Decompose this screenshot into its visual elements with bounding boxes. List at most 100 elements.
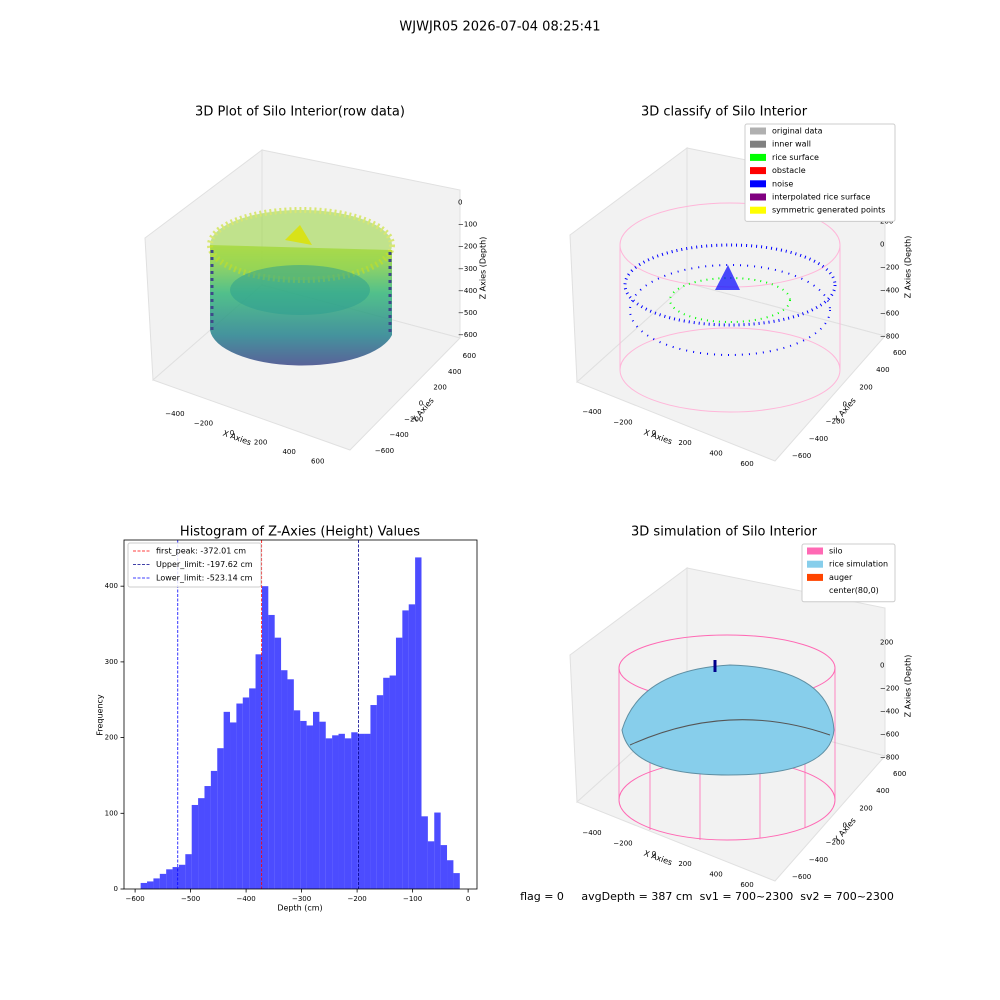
bar xyxy=(178,864,186,889)
x-tick-label: 200 xyxy=(678,439,691,447)
y-tick-label: 400 xyxy=(448,368,461,376)
y-tick-label: −400 xyxy=(390,431,409,439)
bar xyxy=(395,637,403,889)
x-tick-label: −200 xyxy=(347,895,366,903)
legend-label: silo xyxy=(829,547,843,556)
y-tick-label: 0 xyxy=(419,400,423,408)
x-tick-label: −400 xyxy=(236,895,255,903)
bar xyxy=(357,733,365,889)
x-tick-label: 0 xyxy=(652,850,656,858)
legend-label: auger xyxy=(829,573,853,582)
bar xyxy=(427,841,435,889)
y-tick-label: 200 xyxy=(859,383,872,391)
legend-label: inner wall xyxy=(772,140,811,149)
bar xyxy=(268,614,275,889)
figure-title: WJWJR05 2026-07-04 08:25:41 xyxy=(399,20,600,35)
bar xyxy=(319,721,326,889)
z-tick-label: −200 xyxy=(458,243,477,251)
bar xyxy=(274,637,282,889)
legend-swatch xyxy=(807,573,823,581)
legend-box xyxy=(127,542,262,588)
z-tick-label: −200 xyxy=(880,264,899,272)
legend-label: interpolated rice surface xyxy=(772,193,870,202)
y-tick-label: 600 xyxy=(463,352,476,360)
bar xyxy=(402,610,409,889)
bar xyxy=(415,557,422,889)
z-tick-label: −300 xyxy=(458,265,477,273)
bar xyxy=(421,816,428,889)
axis-label: X Axies xyxy=(222,429,253,448)
x-tick-label: 200 xyxy=(254,438,267,446)
y-tick-label: 100 xyxy=(105,809,118,817)
legend-swatch xyxy=(750,153,766,161)
y-tick-label: −400 xyxy=(809,435,828,443)
axis-label: X Axies xyxy=(643,849,674,868)
x-tick-label: −100 xyxy=(403,895,422,903)
x-tick-label: 0 xyxy=(230,429,234,437)
x-tick-label: −600 xyxy=(125,895,144,903)
z-tick-label: −400 xyxy=(458,287,477,295)
y-tick-label: 300 xyxy=(105,658,118,666)
legend-label: symmetric generated points xyxy=(772,206,885,215)
legend-label: rice simulation xyxy=(829,560,888,569)
x-tick-label: 600 xyxy=(740,460,753,468)
bar xyxy=(261,586,269,889)
bar xyxy=(306,725,313,889)
y-tick-label: 0 xyxy=(843,401,847,409)
legend-swatch xyxy=(750,127,766,135)
x-tick-label: −400 xyxy=(165,410,184,418)
y-tick-label: 400 xyxy=(876,787,889,795)
bar xyxy=(159,873,167,889)
axis-label: X Axies xyxy=(643,428,674,447)
x-tick-label: 400 xyxy=(709,450,722,458)
bar xyxy=(236,703,243,889)
y-tick-label: −200 xyxy=(826,839,845,847)
bar xyxy=(140,882,148,889)
bar xyxy=(408,604,416,889)
x-tick-label: −200 xyxy=(613,418,632,426)
x-tick-label: 0 xyxy=(652,429,656,437)
axis-label: Z Axies (Depth) xyxy=(479,237,488,300)
legend-label: obstacle xyxy=(772,166,806,175)
legend-label: Lower_limit: -523.14 cm xyxy=(156,574,253,583)
y-tick-label: 600 xyxy=(893,770,906,778)
x-tick-label: 400 xyxy=(709,871,722,879)
bar xyxy=(281,670,288,889)
z-tick-label: −600 xyxy=(880,730,899,738)
legend-label: Upper_limit: -197.62 cm xyxy=(156,560,253,569)
legend-label: center(80,0) xyxy=(829,586,879,595)
legend-swatch xyxy=(750,140,766,148)
bar xyxy=(344,738,352,889)
y-tick-label: 600 xyxy=(893,349,906,357)
bar xyxy=(293,710,301,889)
panel-3d-box xyxy=(144,148,461,451)
x-tick-label: −500 xyxy=(181,895,200,903)
bar xyxy=(312,711,320,889)
y-tick-label: −600 xyxy=(792,452,811,460)
chart-title: Histogram of Z-Axies (Height) Values xyxy=(180,525,420,540)
x-tick-label: −400 xyxy=(582,408,601,416)
legend-swatch xyxy=(807,587,823,595)
y-tick-label: 200 xyxy=(433,384,446,392)
x-tick-label: 0 xyxy=(466,895,470,903)
bar xyxy=(198,798,205,889)
axis-label: Z Axies (Depth) xyxy=(904,236,913,299)
z-tick-label: −200 xyxy=(880,685,899,693)
legend-swatch xyxy=(807,547,823,555)
y-tick-label: 400 xyxy=(876,366,889,374)
y-tick-label: −200 xyxy=(404,415,423,423)
bar xyxy=(191,804,199,889)
bar xyxy=(300,720,307,889)
x-tick-label: −200 xyxy=(194,420,213,428)
bar xyxy=(364,733,371,889)
bar xyxy=(447,860,454,889)
y-tick-label: 200 xyxy=(105,734,118,742)
chart-title: 3D simulation of Silo Interior xyxy=(631,525,818,540)
x-tick-label: 200 xyxy=(678,860,691,868)
bar xyxy=(185,854,192,889)
legend-swatch xyxy=(750,167,766,175)
z-tick-label: −800 xyxy=(880,332,899,340)
legend-swatch xyxy=(750,193,766,201)
bar xyxy=(204,786,211,889)
z-tick-label: −500 xyxy=(458,309,477,317)
